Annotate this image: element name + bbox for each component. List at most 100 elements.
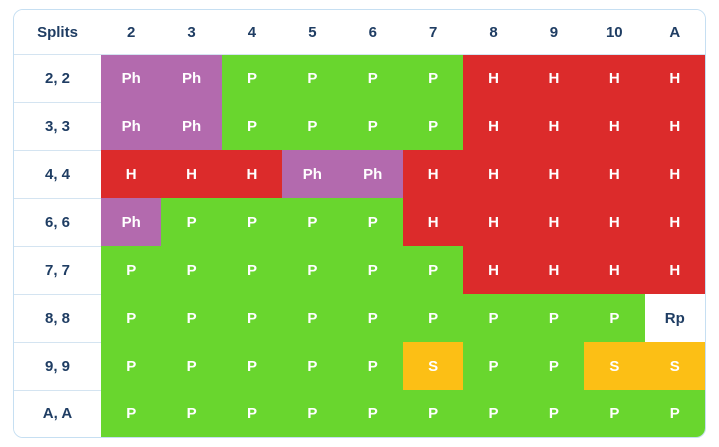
action-cell: S bbox=[402, 342, 464, 391]
action-cell: P bbox=[221, 246, 283, 295]
action-cell: P bbox=[402, 390, 464, 437]
row-header: 3, 3 bbox=[14, 102, 101, 151]
action-cell: Ph bbox=[101, 102, 162, 151]
table-row: 3, 3 Ph Ph P P P P H H H H bbox=[14, 102, 705, 151]
splits-table-card: Splits 2 3 4 5 6 7 8 9 10 A 2, 2 Ph Ph P P P P… bbox=[13, 9, 706, 438]
splits-strategy-table: Splits 2 3 4 5 6 7 8 9 10 A 2, 2 Ph Ph P P P P… bbox=[14, 10, 705, 437]
action-cell: P bbox=[221, 54, 283, 103]
action-cell: P bbox=[342, 198, 403, 247]
col-header: 9 bbox=[523, 10, 585, 55]
action-cell: P bbox=[463, 342, 524, 391]
action-cell: P bbox=[282, 198, 343, 247]
action-cell: H bbox=[644, 246, 705, 295]
action-cell: P bbox=[282, 54, 343, 103]
action-cell: H bbox=[584, 54, 645, 103]
action-cell: P bbox=[221, 102, 283, 151]
table-row: 8, 8 P P P P P P P P P Rp bbox=[14, 294, 705, 343]
col-header: A bbox=[644, 10, 705, 55]
action-cell: P bbox=[342, 390, 403, 437]
action-cell: P bbox=[282, 294, 343, 343]
action-cell: P bbox=[402, 246, 464, 295]
action-cell: P bbox=[221, 294, 283, 343]
action-cell: P bbox=[221, 342, 283, 391]
action-cell: P bbox=[523, 390, 585, 437]
action-cell: Ph bbox=[101, 198, 162, 247]
col-header: 5 bbox=[282, 10, 343, 55]
row-header: 4, 4 bbox=[14, 150, 101, 199]
action-cell: H bbox=[101, 150, 162, 199]
action-cell: H bbox=[463, 102, 524, 151]
action-cell: P bbox=[402, 102, 464, 151]
col-header: 3 bbox=[161, 10, 222, 55]
corner-header: Splits bbox=[14, 10, 101, 55]
action-cell: H bbox=[584, 102, 645, 151]
action-cell: P bbox=[402, 294, 464, 343]
action-cell: H bbox=[463, 54, 524, 103]
row-header: A, A bbox=[14, 390, 101, 437]
action-cell: P bbox=[523, 342, 585, 391]
action-cell: Ph bbox=[161, 102, 222, 151]
action-cell: H bbox=[523, 198, 585, 247]
action-cell: P bbox=[402, 54, 464, 103]
action-cell: P bbox=[523, 294, 585, 343]
action-cell: H bbox=[523, 102, 585, 151]
action-cell: P bbox=[282, 342, 343, 391]
action-cell: H bbox=[402, 150, 464, 199]
action-cell: H bbox=[644, 102, 705, 151]
action-cell: H bbox=[644, 54, 705, 103]
action-cell: P bbox=[161, 342, 222, 391]
action-cell: P bbox=[101, 342, 162, 391]
action-cell: H bbox=[523, 150, 585, 199]
col-header: 7 bbox=[402, 10, 464, 55]
action-cell: H bbox=[161, 150, 222, 199]
action-cell: H bbox=[523, 54, 585, 103]
action-cell: P bbox=[342, 54, 403, 103]
action-cell: P bbox=[342, 294, 403, 343]
action-cell: P bbox=[101, 390, 162, 437]
row-header: 9, 9 bbox=[14, 342, 101, 391]
action-cell: P bbox=[342, 246, 403, 295]
action-cell: H bbox=[463, 246, 524, 295]
action-cell: P bbox=[161, 246, 222, 295]
action-cell: S bbox=[584, 342, 645, 391]
action-cell: H bbox=[402, 198, 464, 247]
action-cell: H bbox=[463, 150, 524, 199]
action-cell: P bbox=[342, 342, 403, 391]
action-cell: P bbox=[282, 390, 343, 437]
action-cell: P bbox=[101, 246, 162, 295]
action-cell: H bbox=[221, 150, 283, 199]
action-cell: H bbox=[463, 198, 524, 247]
action-cell: P bbox=[584, 390, 645, 437]
action-cell: P bbox=[221, 198, 283, 247]
action-cell: H bbox=[523, 246, 585, 295]
table-row: 2, 2 Ph Ph P P P P H H H H bbox=[14, 54, 705, 103]
action-cell: P bbox=[221, 390, 283, 437]
col-header: 4 bbox=[221, 10, 283, 55]
action-cell: Ph bbox=[101, 54, 162, 103]
action-cell: Ph bbox=[282, 150, 343, 199]
action-cell: H bbox=[584, 246, 645, 295]
action-cell: P bbox=[584, 294, 645, 343]
action-cell: P bbox=[463, 390, 524, 437]
action-cell: H bbox=[584, 150, 645, 199]
action-cell: P bbox=[161, 294, 222, 343]
header-row: Splits 2 3 4 5 6 7 8 9 10 A bbox=[14, 10, 705, 55]
action-cell: Ph bbox=[342, 150, 403, 199]
table-row: 4, 4 H H H Ph Ph H H H H H bbox=[14, 150, 705, 199]
action-cell: P bbox=[161, 198, 222, 247]
action-cell: P bbox=[463, 294, 524, 343]
action-cell: H bbox=[644, 198, 705, 247]
row-header: 6, 6 bbox=[14, 198, 101, 247]
row-header: 7, 7 bbox=[14, 246, 101, 295]
col-header: 2 bbox=[101, 10, 162, 55]
action-cell: P bbox=[282, 102, 343, 151]
action-cell: P bbox=[282, 246, 343, 295]
action-cell: P bbox=[101, 294, 162, 343]
action-cell: H bbox=[644, 150, 705, 199]
table-row: 6, 6 Ph P P P P H H H H H bbox=[14, 198, 705, 247]
action-cell: P bbox=[644, 390, 705, 437]
